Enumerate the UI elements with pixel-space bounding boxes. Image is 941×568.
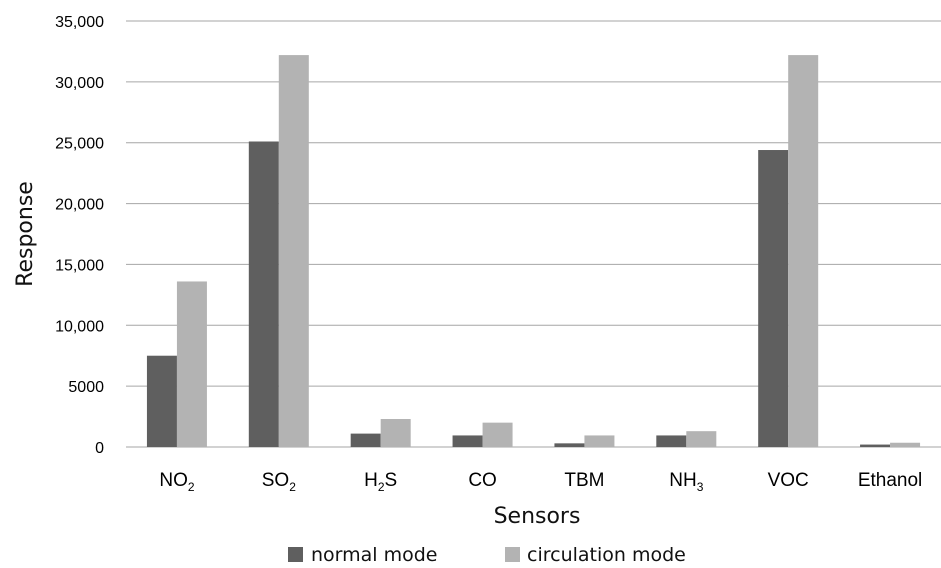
x-tick-label: SO2 [262, 470, 296, 494]
bar-circulation-mode [278, 55, 309, 448]
x-tick-label: Ethanol [858, 470, 922, 491]
bar-normal-mode [860, 444, 891, 447]
y-tick-labels: 0 5000 10,000 15,000 20,000 25,000 30,000 35,00… [55, 14, 104, 457]
bar-circulation-mode [788, 55, 819, 448]
bar-circulation-mode [584, 435, 615, 447]
bar-circulation-mode [686, 431, 717, 447]
bar-normal-mode [554, 443, 585, 447]
y-tick-label: 35,000 [55, 14, 104, 31]
legend-label-circulation-mode: circulation mode [527, 544, 686, 566]
bar-normal-mode [656, 435, 687, 447]
y-tick-label: 20,000 [55, 197, 104, 214]
bar-normal-mode [452, 435, 483, 447]
y-tick-label: 5000 [68, 379, 104, 396]
bar-normal-mode [248, 141, 279, 448]
y-tick-label: 25,000 [55, 136, 104, 153]
x-tick-label: VOC [768, 470, 809, 491]
bar-circulation-mode [176, 281, 207, 447]
x-axis-title: Sensors [494, 504, 581, 529]
x-tick-label: CO [468, 470, 497, 491]
y-tick-label: 30,000 [55, 75, 104, 92]
legend: normal mode circulation mode [288, 544, 686, 566]
legend-label-normal-mode: normal mode [311, 544, 438, 566]
legend-swatch-normal-mode [288, 547, 303, 562]
bars [146, 55, 921, 448]
bar-normal-mode [146, 355, 177, 447]
y-tick-label: 15,000 [55, 257, 104, 274]
bar-circulation-mode [482, 422, 513, 447]
y-axis-title: Response [13, 181, 38, 287]
x-tick-label: NH3 [669, 470, 703, 494]
y-tick-label: 0 [95, 440, 104, 457]
x-tick-labels: NO2 SO2 H2S CO TBM NH3 VOC Ethanol [159, 470, 922, 494]
bar-circulation-mode [890, 442, 921, 447]
bar-normal-mode [758, 150, 789, 447]
legend-swatch-circulation-mode [505, 547, 520, 562]
x-tick-label: TBM [564, 470, 604, 491]
gridlines [126, 20, 941, 448]
y-tick-label: 10,000 [55, 318, 104, 335]
x-tick-label: H2S [364, 470, 397, 494]
x-tick-label: NO2 [159, 470, 195, 494]
bar-normal-mode [350, 433, 381, 447]
bar-circulation-mode [380, 419, 411, 447]
